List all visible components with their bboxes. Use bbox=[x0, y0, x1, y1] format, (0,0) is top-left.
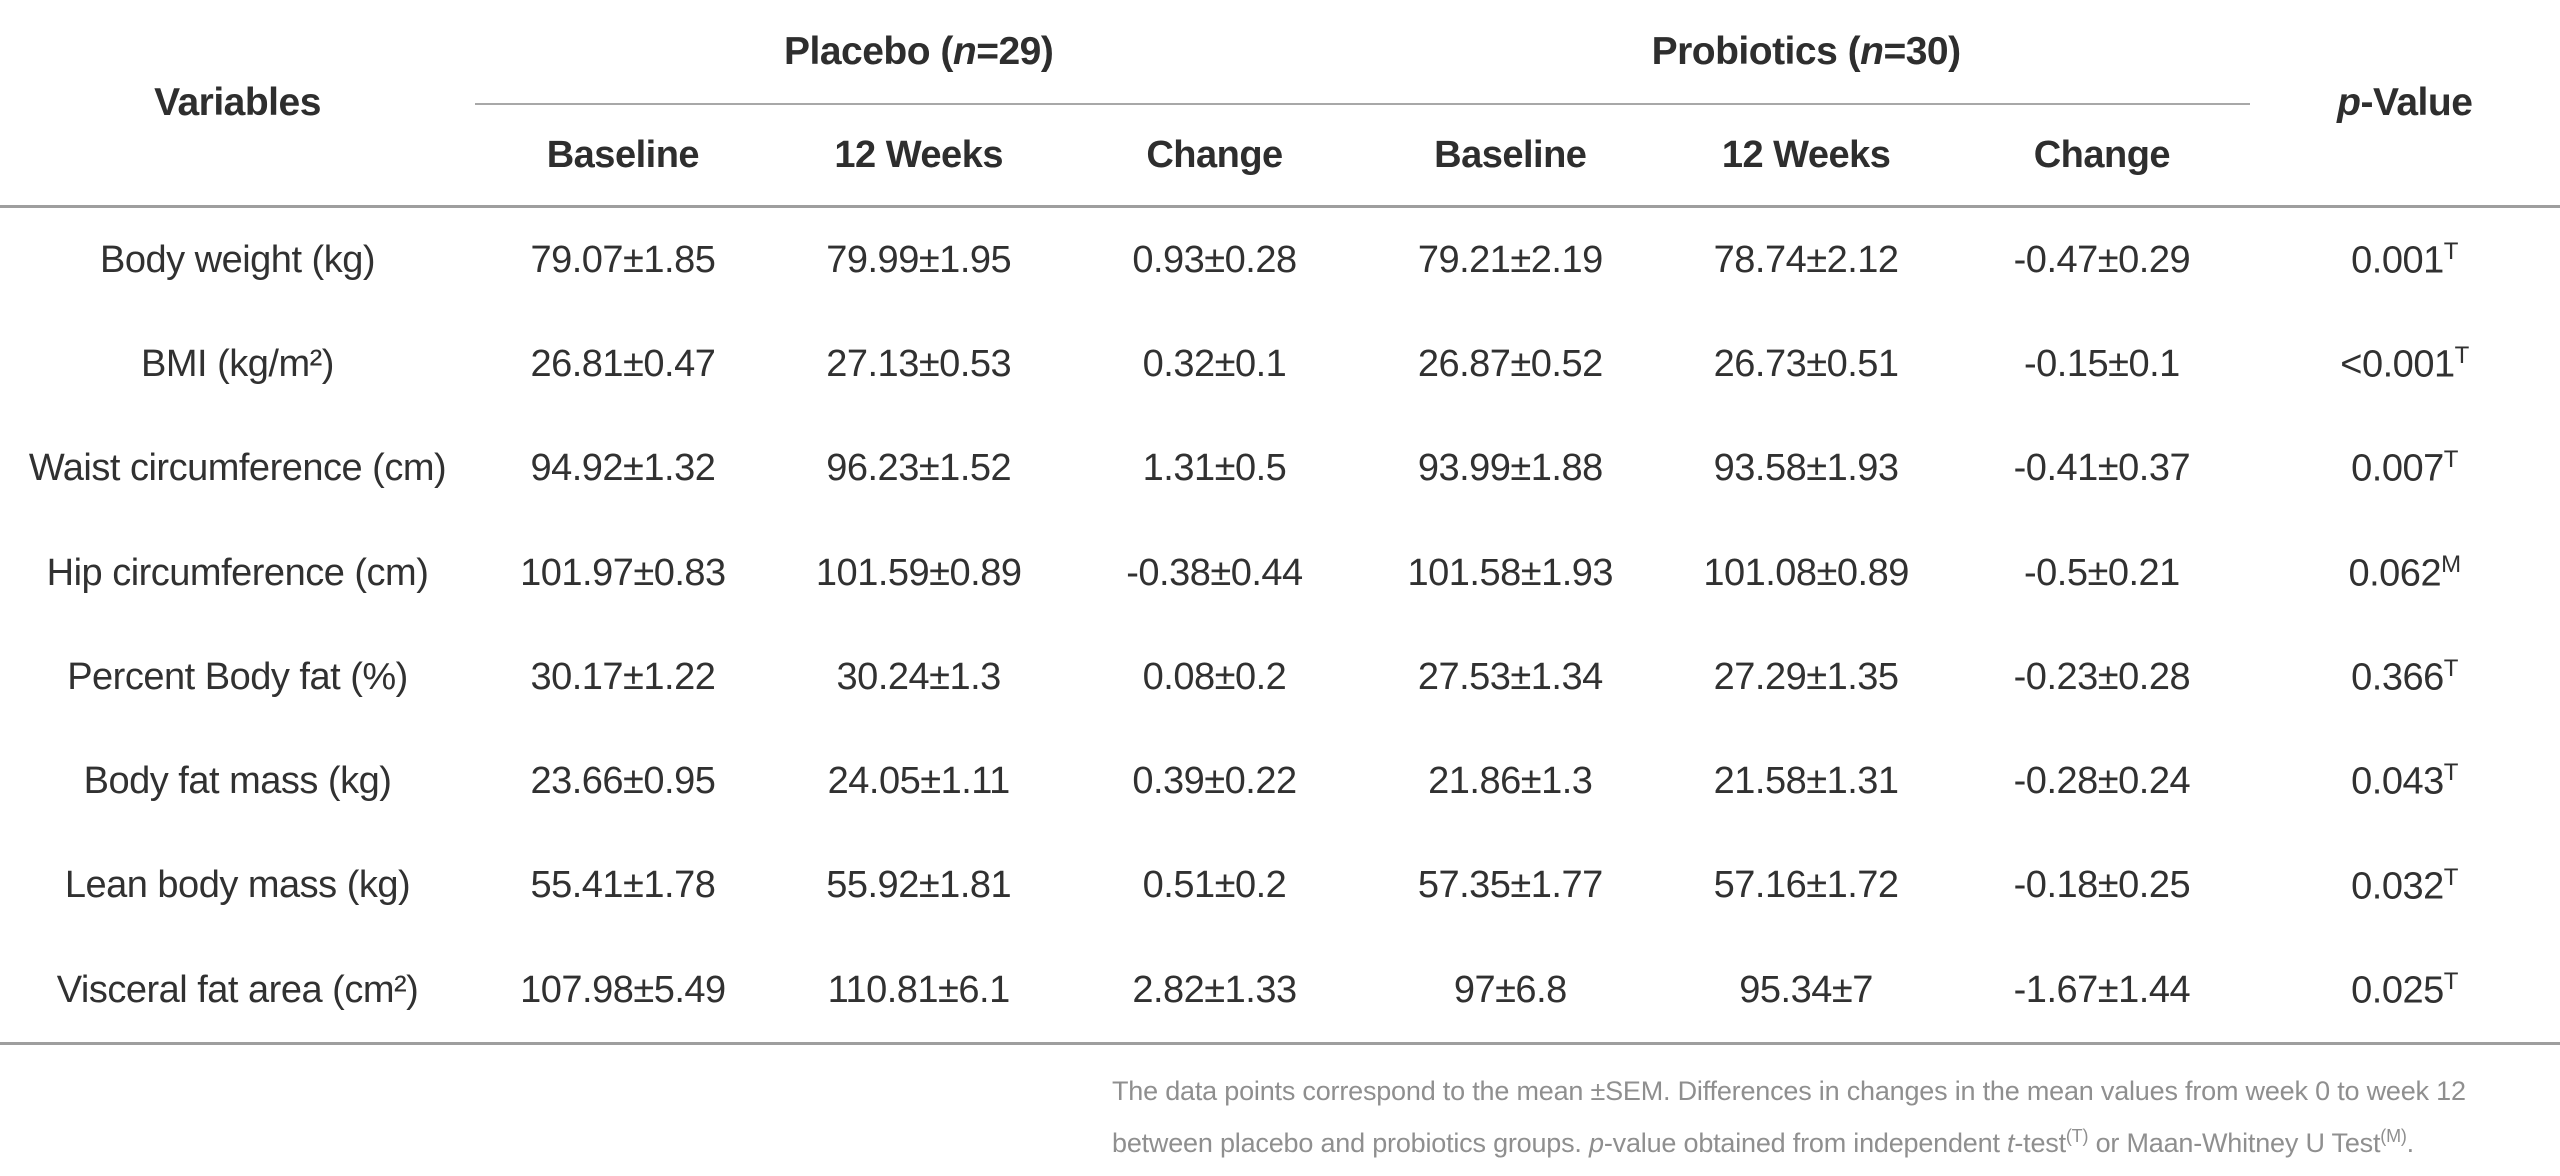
footnote-line: The data points correspond to the mean ±… bbox=[1112, 1076, 2466, 1107]
variable-label-cell: Body weight (kg) bbox=[99, 238, 376, 281]
value-cell: 0.32±0.1 bbox=[1142, 342, 1287, 385]
column-header-variables: Variables bbox=[154, 80, 321, 124]
value-cell: 101.59±0.89 bbox=[815, 551, 1022, 594]
pvalue-cell: 0.032T bbox=[2351, 863, 2459, 908]
table-row: Body fat mass (kg) 23.66±0.95 24.05±1.11 0.… bbox=[0, 729, 2560, 833]
column-header-placebo-12weeks: 12 Weeks bbox=[834, 133, 1003, 176]
value-cell: 0.93±0.28 bbox=[1132, 238, 1297, 281]
value-cell: 107.98±5.49 bbox=[520, 968, 726, 1011]
variable-label-cell: BMI (kg/m²) bbox=[141, 342, 334, 385]
value-cell: 93.58±1.93 bbox=[1713, 447, 1899, 490]
value-cell: -0.18±0.25 bbox=[2013, 864, 2191, 907]
group-header-placebo-text: Placebo ( bbox=[784, 29, 953, 73]
value-cell: 26.81±0.47 bbox=[530, 342, 716, 385]
value-cell: 95.34±7 bbox=[1739, 968, 1873, 1011]
value-cell: 23.66±0.95 bbox=[530, 760, 716, 803]
pvalue-cell: 0.043T bbox=[2351, 759, 2459, 803]
table-row: Lean body mass (kg) 55.41±1.78 55.92±1.81 0… bbox=[0, 834, 2560, 938]
value-cell: -0.38±0.44 bbox=[1126, 551, 1303, 594]
variable-label-cell: Percent Body fat (%) bbox=[67, 655, 408, 698]
value-cell: 79.99±1.95 bbox=[826, 238, 1012, 281]
column-header-probiotics-change: Change bbox=[2033, 133, 2171, 176]
value-cell: 57.35±1.77 bbox=[1417, 864, 1603, 907]
value-cell: 94.92±1.32 bbox=[530, 447, 716, 490]
value-cell: 0.08±0.2 bbox=[1142, 655, 1287, 698]
pvalue-test-superscript: T bbox=[2443, 237, 2459, 265]
value-cell: 1.31±0.5 bbox=[1142, 447, 1287, 490]
value-cell: 55.92±1.81 bbox=[826, 864, 1012, 907]
table-row: BMI (kg/m²) 26.81±0.47 27.13±0.53 0.32±0.1 2… bbox=[0, 312, 2560, 416]
results-table: Variables Placebo (n =29) Probiotics (n =3… bbox=[0, 0, 2560, 1046]
value-cell: 97±6.8 bbox=[1453, 968, 1567, 1011]
value-cell: 21.86±1.3 bbox=[1428, 760, 1593, 803]
table-row: Percent Body fat (%) 30.17±1.22 30.24±1.3 0… bbox=[0, 625, 2560, 729]
variable-label-cell: Body fat mass (kg) bbox=[83, 760, 392, 803]
pvalue-test-superscript: T bbox=[2443, 863, 2459, 891]
value-cell: 26.73±0.51 bbox=[1713, 342, 1899, 385]
group-header-probiotics: Probiotics (n =30) bbox=[1362, 0, 2250, 105]
variable-label-cell: Hip circumference (cm) bbox=[46, 551, 429, 594]
value-cell: 30.17±1.22 bbox=[530, 655, 716, 698]
table-row: Visceral fat area (cm²) 107.98±5.49 110.81… bbox=[0, 938, 2560, 1042]
value-cell: 57.16±1.72 bbox=[1713, 864, 1899, 907]
value-cell: 0.39±0.22 bbox=[1132, 760, 1297, 803]
value-cell: 93.99±1.88 bbox=[1417, 447, 1603, 490]
value-cell: 2.82±1.33 bbox=[1132, 968, 1297, 1011]
pvalue-test-superscript: T bbox=[2443, 967, 2459, 995]
value-cell: -0.23±0.28 bbox=[2013, 655, 2191, 698]
column-header-probiotics-baseline: Baseline bbox=[1434, 133, 1587, 176]
column-header-pvalue: p -Value bbox=[2337, 80, 2473, 124]
value-cell: -0.47±0.29 bbox=[2013, 238, 2191, 281]
table-row: Hip circumference (cm) 101.97±0.83 101.59±… bbox=[0, 521, 2560, 625]
group-header-probiotics-text: Probiotics ( bbox=[1651, 29, 1861, 73]
pvalue-test-superscript: T bbox=[2443, 759, 2459, 787]
value-cell: 24.05±1.11 bbox=[827, 760, 1011, 803]
table-row: Waist circumference (cm) 94.92±1.32 96.23±… bbox=[0, 417, 2560, 521]
value-cell: 30.24±1.3 bbox=[836, 655, 1002, 698]
table-body: Body weight (kg) 79.07±1.85 79.99±1.95 0.93… bbox=[0, 208, 2560, 1046]
value-cell: -0.5±0.21 bbox=[2023, 551, 2180, 594]
pvalue-cell: 0.025T bbox=[2351, 967, 2459, 1012]
variable-label-cell: Visceral fat area (cm²) bbox=[56, 968, 419, 1011]
value-cell: 79.07±1.85 bbox=[530, 238, 716, 281]
value-cell: -1.67±1.44 bbox=[2013, 968, 2191, 1011]
pvalue-cell: 0.007T bbox=[2351, 446, 2459, 491]
pvalue-cell: 0.366T bbox=[2351, 655, 2459, 699]
pvalue-cell: 0.001T bbox=[2351, 237, 2459, 282]
table-header: Variables Placebo (n =29) Probiotics (n =3… bbox=[0, 0, 2560, 208]
value-cell: 0.51±0.2 bbox=[1142, 864, 1287, 907]
value-cell: 79.21±2.19 bbox=[1417, 238, 1603, 281]
pvalue-cell: 0.062M bbox=[2348, 550, 2462, 595]
value-cell: 101.58±1.93 bbox=[1407, 551, 1614, 594]
value-cell: 110.81±6.1 bbox=[827, 968, 1011, 1011]
value-cell: 26.87±0.52 bbox=[1417, 342, 1603, 385]
table-row: Body weight (kg) 79.07±1.85 79.99±1.95 0.93… bbox=[0, 208, 2560, 312]
pvalue-test-superscript: T bbox=[2454, 342, 2470, 370]
value-cell: 27.29±1.35 bbox=[1713, 655, 1899, 698]
pvalue-test-superscript: T bbox=[2443, 655, 2459, 682]
column-header-probiotics-12weeks: 12 Weeks bbox=[1721, 133, 1891, 176]
value-cell: 78.74±2.12 bbox=[1713, 238, 1899, 281]
table-footnote: The data points correspond to the mean ±… bbox=[1112, 1069, 2560, 1166]
pvalue-test-superscript: M bbox=[2441, 550, 2462, 578]
value-cell: 101.08±0.89 bbox=[1703, 551, 1909, 594]
variable-label-cell: Lean body mass (kg) bbox=[64, 864, 411, 907]
group-header-placebo: Placebo (n =29) bbox=[475, 0, 1363, 105]
pvalue-test-superscript: T bbox=[2443, 446, 2459, 474]
value-cell: 96.23±1.52 bbox=[826, 447, 1012, 490]
value-cell: 21.58±1.31 bbox=[1713, 760, 1899, 803]
footnote-line: between placebo and probiotics groups. p… bbox=[1112, 1126, 2414, 1159]
value-cell: -0.15±0.1 bbox=[2023, 342, 2180, 385]
value-cell: -0.41±0.37 bbox=[2013, 447, 2191, 490]
pvalue-cell: <0.001T bbox=[2340, 342, 2470, 386]
variable-label-cell: Waist circumference (cm) bbox=[28, 447, 447, 490]
value-cell: 27.13±0.53 bbox=[826, 342, 1012, 385]
value-cell: 27.53±1.34 bbox=[1417, 655, 1603, 698]
value-cell: 55.41±1.78 bbox=[530, 864, 716, 907]
value-cell: -0.28±0.24 bbox=[2013, 760, 2191, 803]
column-header-placebo-change: Change bbox=[1146, 133, 1283, 176]
value-cell: 101.97±0.83 bbox=[520, 551, 726, 594]
column-header-placebo-baseline: Baseline bbox=[546, 133, 700, 176]
